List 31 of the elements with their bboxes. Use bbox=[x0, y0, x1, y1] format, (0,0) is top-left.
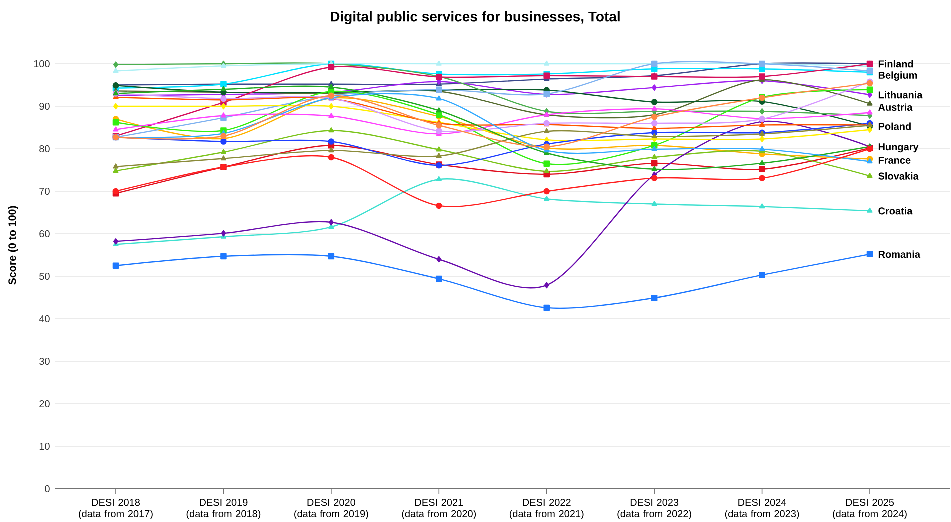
x-tick-label: DESI 2020 (data from 2019) bbox=[294, 499, 368, 520]
y-tick-label: 30 bbox=[40, 358, 50, 366]
x-tick-label: DESI 2021 (data from 2020) bbox=[402, 499, 476, 520]
y-tick-label: 50 bbox=[40, 272, 50, 280]
series-label: Finland bbox=[878, 60, 914, 68]
y-axis-title: Score (0 to 100) bbox=[8, 206, 18, 285]
series-label: Slovakia bbox=[878, 172, 919, 180]
y-tick-label: 80 bbox=[40, 145, 50, 153]
series-label: Austria bbox=[878, 104, 913, 112]
x-tick-label: DESI 2025 (data from 2024) bbox=[833, 499, 907, 520]
x-tick-label: DESI 2019 (data from 2018) bbox=[186, 499, 261, 520]
y-tick-label: 0 bbox=[45, 485, 50, 493]
series-label: Croatia bbox=[878, 207, 913, 215]
y-tick-label: 20 bbox=[40, 400, 50, 408]
y-tick-label: 100 bbox=[34, 60, 50, 68]
x-tick-label: DESI 2024 (data from 2023) bbox=[725, 499, 800, 520]
y-tick-label: 90 bbox=[40, 102, 50, 110]
y-tick-label: 10 bbox=[40, 442, 50, 450]
chart-title: Digital public services for businesses, Total bbox=[331, 11, 620, 25]
series-label: Hungary bbox=[878, 144, 919, 153]
series-label: France bbox=[878, 156, 911, 164]
series-label: Romania bbox=[878, 250, 921, 258]
y-tick-label: 70 bbox=[40, 188, 50, 196]
x-tick-label: DESI 2023 (data from 2022) bbox=[618, 499, 692, 520]
series-label: Belgium bbox=[878, 72, 918, 81]
x-tick-label: DESI 2018 (data from 2017) bbox=[79, 499, 153, 520]
y-tick-label: 40 bbox=[39, 315, 50, 323]
series-label: Poland bbox=[878, 122, 911, 130]
x-tick-label: DESI 2022 (data from 2021) bbox=[510, 499, 584, 520]
y-tick-label: 60 bbox=[40, 230, 50, 238]
series-label: Lithuania bbox=[878, 91, 923, 99]
